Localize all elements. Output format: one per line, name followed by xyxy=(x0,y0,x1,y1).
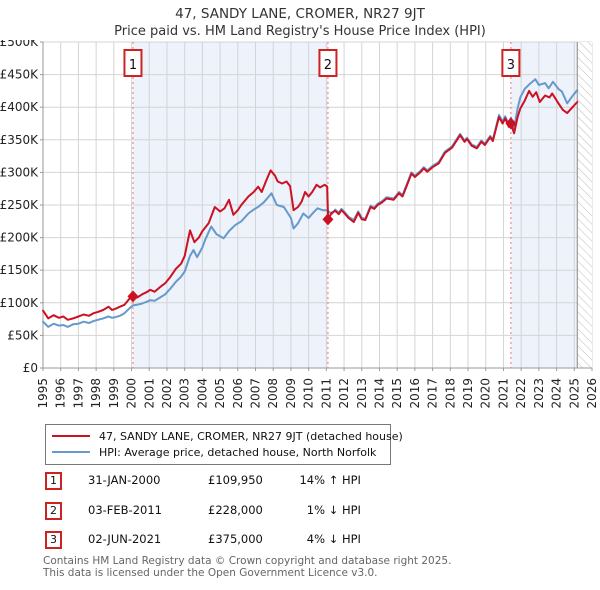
svg-text:£200K: £200K xyxy=(0,231,39,245)
svg-text:2023: 2023 xyxy=(532,378,546,409)
sale-hpi-pct: 14% xyxy=(299,473,325,487)
svg-text:2009: 2009 xyxy=(284,378,298,409)
legend-item-hpi: HPI: Average price, detached house, Nort… xyxy=(52,444,384,460)
legend-label-property: 47, SANDY LANE, CROMER, NR27 9JT (detach… xyxy=(99,429,403,443)
sale-point-diamond xyxy=(505,117,517,130)
sale-hpi-direction-arrow: ↓ xyxy=(328,503,339,517)
sale-table-row: 1 31-JAN-2000 £109,950 14% ↑ HPI xyxy=(0,472,600,492)
sale-date: 31-JAN-2000 xyxy=(88,473,161,487)
svg-text:2013: 2013 xyxy=(355,378,369,409)
svg-text:2011: 2011 xyxy=(319,378,333,409)
svg-text:2000: 2000 xyxy=(125,378,139,409)
sale-points: 1 2 3 xyxy=(123,49,521,303)
svg-text:2014: 2014 xyxy=(372,378,386,409)
sale-number-box-label: 1 xyxy=(129,58,137,73)
sale-number-box xyxy=(318,49,338,77)
legend-item-property: 47, SANDY LANE, CROMER, NR27 9JT (detach… xyxy=(52,428,403,444)
sale-price: £375,000 xyxy=(208,532,263,546)
svg-text:£0: £0 xyxy=(23,361,38,375)
svg-text:£300K: £300K xyxy=(0,165,39,179)
property-line-swatch xyxy=(52,435,90,437)
svg-text:2005: 2005 xyxy=(213,378,227,409)
sale-table-row: 2 03-FEB-2011 £228,000 1% ↓ HPI xyxy=(0,502,600,522)
sale-number-badge: 3 xyxy=(45,531,62,549)
sale-point-diamond xyxy=(127,290,139,303)
sale-number-box xyxy=(123,49,143,77)
y-axis-labels: £0 £50K £100K £150K £200K £250K £300K £350K £400… xyxy=(0,40,39,375)
svg-text:2004: 2004 xyxy=(195,378,209,409)
svg-text:£250K: £250K xyxy=(0,198,39,212)
x-axis-labels: 1995 1996 1997 1998 1999 2000 2001 2002 2003 2004… xyxy=(36,378,599,409)
property-price-line xyxy=(42,89,579,321)
svg-text:1995: 1995 xyxy=(36,378,50,409)
sale-date: 03-FEB-2011 xyxy=(88,503,162,517)
gridlines xyxy=(42,41,593,369)
hatch-future-region xyxy=(576,42,592,368)
svg-text:2001: 2001 xyxy=(142,378,156,409)
axes xyxy=(40,41,593,371)
svg-text:2003: 2003 xyxy=(178,378,192,409)
sale-hpi-delta: 1% ↓ HPI xyxy=(293,503,433,517)
svg-text:2015: 2015 xyxy=(390,378,404,409)
sale-point-diamond xyxy=(322,213,334,226)
sale-date: 02-JUN-2021 xyxy=(88,532,162,546)
svg-text:£150K: £150K xyxy=(0,263,39,277)
svg-text:£50K: £50K xyxy=(7,328,39,342)
sale-number-box-label: 2 xyxy=(324,58,332,73)
svg-text:1997: 1997 xyxy=(71,378,85,409)
svg-text:2017: 2017 xyxy=(426,378,440,409)
chart-legend: 47, SANDY LANE, CROMER, NR27 9JT (detach… xyxy=(45,424,403,465)
sale-number-box-label: 3 xyxy=(507,58,515,73)
svg-text:2006: 2006 xyxy=(231,378,245,409)
sale-price: £109,950 xyxy=(208,473,263,487)
svg-text:2020: 2020 xyxy=(479,378,493,409)
svg-text:2021: 2021 xyxy=(496,378,510,409)
license-footer: Contains HM Land Registry data © Crown c… xyxy=(43,555,583,579)
sale-hpi-delta: 14% ↑ HPI xyxy=(293,473,433,487)
price-chart-svg: £0 £50K £100K £150K £200K £250K £300K £350K £400… xyxy=(0,40,599,409)
svg-text:2012: 2012 xyxy=(337,378,351,409)
sale-hpi-pct: 4% xyxy=(306,532,325,546)
sale-number-badge: 1 xyxy=(45,472,62,490)
svg-text:2026: 2026 xyxy=(585,378,599,409)
sale-price: £228,000 xyxy=(208,503,263,517)
svg-text:2002: 2002 xyxy=(160,378,174,409)
svg-text:2010: 2010 xyxy=(302,378,316,409)
svg-text:1999: 1999 xyxy=(107,378,121,409)
sale-hpi-ref: HPI xyxy=(341,532,361,546)
page-subtitle: Price paid vs. HM Land Registry's House … xyxy=(114,24,486,39)
sale-number-box xyxy=(501,49,521,77)
license-line-2: This data is licensed under the Open Gov… xyxy=(43,566,378,579)
svg-text:£100K: £100K xyxy=(0,296,39,310)
svg-text:2022: 2022 xyxy=(514,378,528,409)
svg-text:£500K: £500K xyxy=(0,40,39,49)
sale-table-row: 3 02-JUN-2021 £375,000 4% ↓ HPI xyxy=(0,531,600,551)
svg-text:2024: 2024 xyxy=(550,378,564,409)
svg-text:2019: 2019 xyxy=(461,378,475,409)
svg-text:£400K: £400K xyxy=(0,100,39,114)
svg-text:£350K: £350K xyxy=(0,133,39,147)
sale-hpi-pct: 1% xyxy=(306,503,325,517)
sale-hpi-direction-arrow: ↓ xyxy=(328,532,339,546)
svg-text:2007: 2007 xyxy=(249,378,263,409)
license-line-1: Contains HM Land Registry data © Crown c… xyxy=(43,555,452,567)
sale-number-badge: 2 xyxy=(45,502,62,520)
hpi-line-swatch xyxy=(52,451,90,453)
svg-text:2025: 2025 xyxy=(567,378,581,409)
legend-label-hpi: HPI: Average price, detached house, Nort… xyxy=(99,445,377,459)
svg-text:2016: 2016 xyxy=(408,378,422,409)
sale-hpi-delta: 4% ↓ HPI xyxy=(293,532,433,546)
sale-marker-lines xyxy=(132,42,512,368)
svg-text:2018: 2018 xyxy=(443,378,457,409)
sale-hpi-direction-arrow: ↑ xyxy=(328,473,339,487)
sale-hpi-ref: HPI xyxy=(341,503,361,517)
svg-text:2008: 2008 xyxy=(266,378,280,409)
sale-hpi-ref: HPI xyxy=(341,473,361,487)
svg-text:1998: 1998 xyxy=(89,378,103,409)
page-title: 47, SANDY LANE, CROMER, NR27 9JT xyxy=(175,6,425,22)
svg-text:£450K: £450K xyxy=(0,68,39,82)
svg-text:1996: 1996 xyxy=(54,378,68,409)
